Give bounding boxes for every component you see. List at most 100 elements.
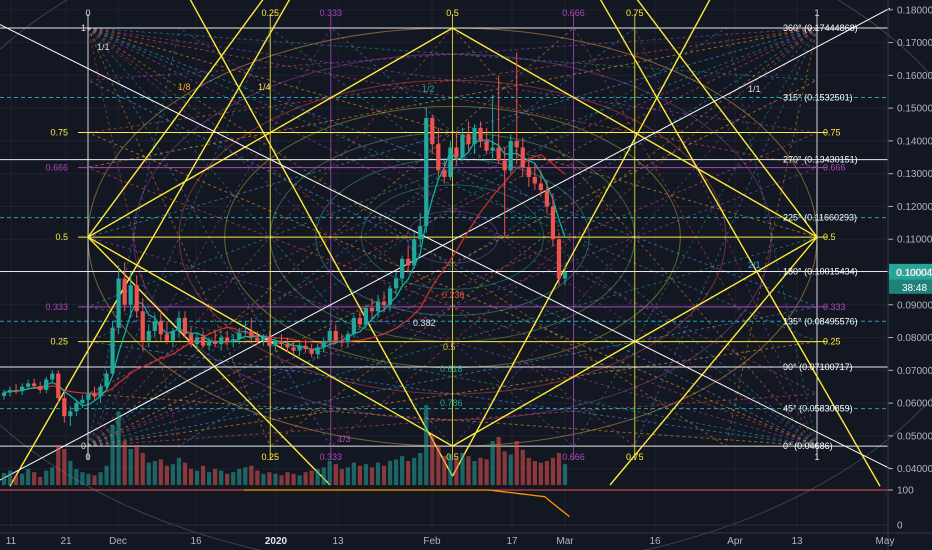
volume-bar bbox=[68, 461, 73, 485]
time-tick-label: 2020 bbox=[265, 536, 288, 547]
volume-bar bbox=[194, 470, 200, 485]
volume-bar bbox=[243, 467, 248, 485]
volume-bar bbox=[556, 453, 562, 485]
candle-body bbox=[213, 340, 218, 345]
candle-body bbox=[556, 239, 562, 279]
time-tick-label: 21 bbox=[60, 536, 72, 547]
gann-degree-label: 270° (0.13430151) bbox=[783, 155, 858, 165]
candle-body bbox=[514, 140, 519, 148]
candle-body bbox=[273, 340, 278, 346]
fib-ratio-label: 0.382 bbox=[413, 318, 436, 328]
candle-body bbox=[194, 337, 200, 345]
volume-bar bbox=[490, 441, 495, 485]
gann-angle-line bbox=[451, 0, 711, 477]
volume-bar bbox=[26, 469, 31, 485]
box-fraction-label: 0.75 bbox=[626, 8, 644, 18]
candle-body bbox=[484, 140, 489, 151]
gann-angle-line bbox=[636, 0, 818, 238]
candle-body bbox=[357, 317, 363, 325]
volume-bar bbox=[484, 459, 489, 485]
time-tick-label: 11 bbox=[6, 536, 17, 547]
box-fraction-label: 0.25 bbox=[50, 337, 68, 347]
volume-bar bbox=[225, 473, 230, 485]
gann-fan-line bbox=[87, 27, 818, 168]
gann-fan-line bbox=[87, 27, 727, 447]
countdown-tag bbox=[889, 279, 932, 294]
price-tick-label: 0.04000 bbox=[897, 464, 932, 475]
volume-bar bbox=[237, 469, 242, 485]
time-tick-label: 16 bbox=[190, 536, 202, 547]
gann-angle-line bbox=[87, 27, 453, 238]
gann-fan-line bbox=[725, 27, 818, 447]
candle-body bbox=[104, 373, 109, 387]
volume-bar bbox=[532, 461, 537, 485]
volume-bar bbox=[496, 437, 501, 485]
volume-bar bbox=[158, 459, 163, 485]
gann-fan-line bbox=[87, 27, 727, 447]
price-tick-label: 0.13000 bbox=[897, 169, 932, 180]
volume-bar bbox=[436, 445, 441, 485]
fib-ratio-label: 0.236 bbox=[442, 290, 465, 300]
volume-bar bbox=[267, 472, 272, 485]
candle-body bbox=[146, 330, 151, 341]
volume-bar bbox=[188, 469, 194, 485]
volume-bar bbox=[303, 472, 308, 485]
volume-bar bbox=[74, 469, 79, 485]
price-tick-label: 0.18000 bbox=[897, 5, 932, 16]
candle-body bbox=[442, 170, 447, 177]
box-fraction-label: 0.75 bbox=[823, 128, 841, 138]
gann-degree-label: 360° (0.17444868) bbox=[783, 23, 858, 33]
candle-body bbox=[460, 134, 465, 158]
candle-body bbox=[188, 334, 194, 345]
volume-bar bbox=[381, 465, 387, 485]
volume-bar bbox=[508, 454, 513, 485]
gann-degree-label: 225° (0.11660293) bbox=[783, 213, 857, 223]
price-tick-label: 0.14000 bbox=[897, 136, 932, 147]
gann-angle-line bbox=[609, 236, 818, 486]
price-tick-label: 0.06000 bbox=[897, 399, 932, 410]
candle-body bbox=[315, 347, 320, 354]
volume-bar bbox=[430, 435, 435, 485]
gann-fan-line bbox=[178, 27, 818, 447]
gann-degree-label: 90° (0.07100717) bbox=[783, 362, 853, 372]
candle-body bbox=[32, 383, 37, 387]
candle-body bbox=[363, 308, 369, 325]
volume-bar bbox=[400, 456, 405, 485]
last-price-label: 0.10004 bbox=[896, 268, 932, 279]
box-fraction-label: 1 bbox=[81, 23, 86, 33]
gann-fan-line bbox=[87, 27, 818, 395]
volume-bar bbox=[406, 461, 411, 485]
box-fraction-label: 0.25 bbox=[261, 452, 279, 462]
volume-bar bbox=[550, 457, 556, 485]
gann-fan-line bbox=[87, 27, 818, 81]
candle-body bbox=[128, 285, 133, 305]
candle-body bbox=[351, 317, 356, 335]
candle-body bbox=[80, 399, 85, 404]
candle-body bbox=[297, 345, 302, 351]
candle-body bbox=[19, 386, 25, 392]
time-tick-label: 13 bbox=[332, 536, 344, 547]
volume-bar bbox=[279, 475, 284, 485]
box-fraction-label: 1 bbox=[814, 8, 819, 18]
fib-ratio-label: 0.618 bbox=[440, 364, 463, 374]
volume-bar bbox=[80, 472, 85, 485]
box-fraction-label: 0.5 bbox=[823, 232, 836, 242]
candle-body bbox=[291, 347, 296, 351]
candle-body bbox=[544, 190, 550, 207]
gann-diagonal bbox=[0, 24, 891, 470]
gann-fan-line bbox=[87, 27, 818, 81]
fib-ratio-label: 1/2 bbox=[422, 84, 435, 94]
box-fraction-label: 0 bbox=[85, 8, 90, 18]
volume-bar bbox=[448, 454, 453, 485]
candle-body bbox=[225, 337, 230, 343]
time-tick-label: Feb bbox=[423, 536, 441, 547]
last-price-tag bbox=[889, 263, 932, 280]
candle-body bbox=[1, 392, 7, 396]
candle-body bbox=[243, 330, 248, 333]
candle-body bbox=[279, 340, 284, 345]
fib-ratio-label: 0.5 bbox=[443, 342, 456, 352]
volume-bar bbox=[321, 467, 326, 485]
volume-bar bbox=[514, 441, 519, 485]
candle-body bbox=[472, 127, 477, 145]
